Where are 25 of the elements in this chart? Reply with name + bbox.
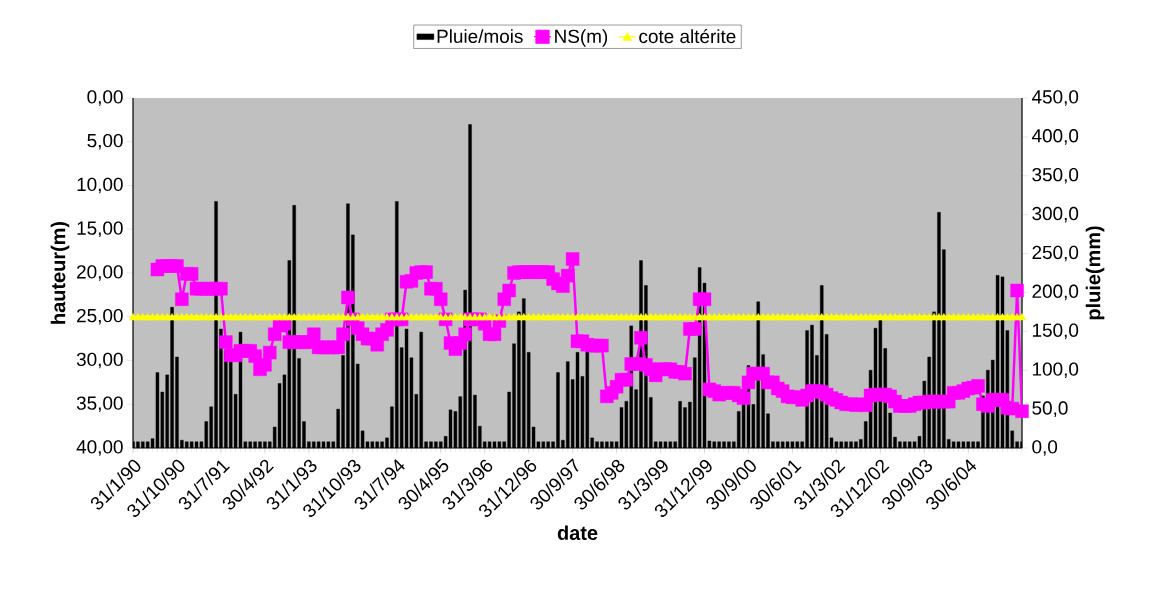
y-tick-label: 5,00 (87, 133, 123, 150)
y-tick-label: 30,00 (76, 352, 123, 369)
legend-label: Pluie/mois (437, 29, 523, 44)
y-tick-label: 25,00 (77, 308, 123, 325)
y-tick-label: 10,00 (77, 177, 123, 194)
y2-tick-label: 200,0 (1032, 284, 1079, 301)
y2-axis-title: pluie(mm) (1085, 226, 1105, 320)
legend-label: cote altérite (639, 29, 736, 44)
y-tick-label: 35,00 (76, 396, 123, 413)
y2-tick-label: 50,0 (1032, 401, 1068, 417)
y-axis-title: hauteur(m) (50, 221, 70, 324)
y2-tick-label: 400,0 (1031, 129, 1079, 145)
y2-tick-label: 350,0 (1032, 167, 1079, 184)
y-tick-label: 40,00 (76, 440, 123, 456)
x-axis-title: date (557, 525, 598, 541)
y2-tick-label: 150,0 (1032, 323, 1079, 340)
y-tick-label: 0,00 (87, 90, 123, 106)
y2-tick-label: 250,0 (1032, 245, 1079, 262)
y2-tick-label: 450,0 (1031, 90, 1079, 106)
y2-tick-label: 300,0 (1032, 206, 1079, 223)
y-tick-label: 15,00 (77, 221, 123, 238)
y-tick-label: 20,00 (77, 265, 123, 281)
legend-label: NS(m) (555, 29, 608, 47)
y2-tick-label: 100,0 (1032, 362, 1079, 379)
y2-tick-label: 0,0 (1032, 440, 1058, 456)
